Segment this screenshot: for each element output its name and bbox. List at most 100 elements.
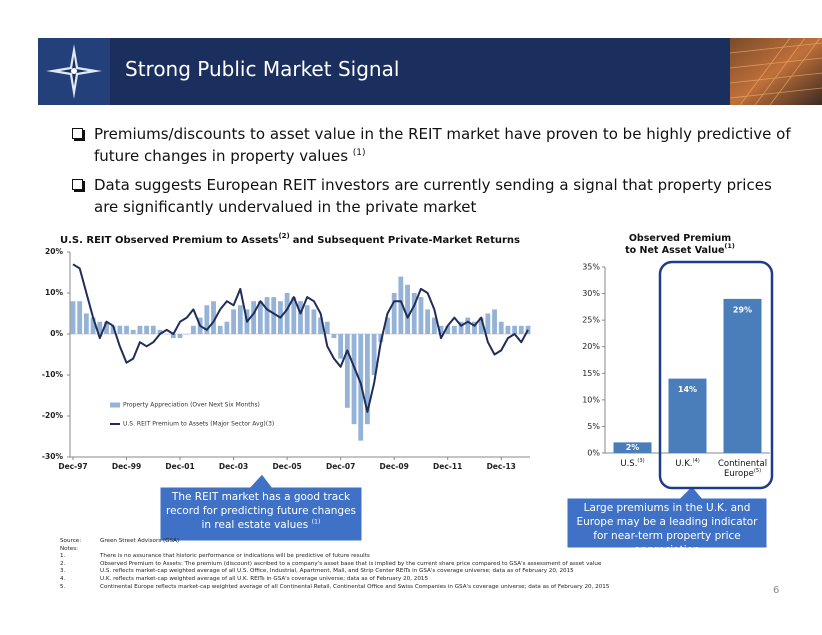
- chart-title: Observed Premium: [629, 233, 731, 244]
- legend-swatch: [110, 402, 120, 408]
- bullet-box: [72, 128, 83, 139]
- source-label: Source:: [60, 538, 82, 544]
- value-label: 2%: [626, 443, 640, 452]
- bar: [451, 325, 457, 334]
- bullet: Premiums/discounts to asset value in the…: [72, 123, 792, 167]
- y-tick-label: 0%: [587, 449, 600, 458]
- callout-text: Large premiums in the U.K. and Europe ma…: [576, 502, 758, 556]
- chart-title: U.S. REIT Observed Premium to Assets(2) a…: [60, 232, 520, 246]
- bar: [304, 305, 310, 334]
- bar: [405, 284, 410, 334]
- bar: [723, 298, 762, 453]
- note-row: 1. There is no assurance that historic pe…: [60, 553, 780, 561]
- bar: [411, 293, 417, 334]
- callout-box: [566, 485, 768, 549]
- note-number: 1.: [60, 553, 66, 560]
- bar: [324, 321, 330, 334]
- bar: [124, 325, 129, 334]
- notes-label: Notes:: [60, 545, 79, 552]
- x-tick-label: Dec-99: [112, 462, 141, 471]
- logo: [38, 38, 110, 105]
- bar: [478, 317, 484, 334]
- bar: [117, 325, 123, 334]
- bar: [318, 317, 323, 334]
- category-note: (5): [753, 468, 762, 475]
- callout-text: The REIT market has a good track record …: [162, 490, 360, 532]
- bar: [130, 329, 136, 334]
- note-text: Observed Premium to Assets: The premium …: [100, 560, 602, 567]
- category-name: U.S.: [620, 459, 638, 469]
- notes-row: Notes:: [60, 546, 780, 554]
- bar: [391, 293, 397, 334]
- bar: [438, 325, 444, 334]
- x-tick-label: Dec-13: [487, 462, 516, 471]
- bar: [425, 309, 431, 334]
- bar: [338, 334, 344, 359]
- y-tick-label: 20%: [45, 247, 63, 256]
- chart-title: to Net Asset Value(1): [625, 242, 735, 256]
- y-tick-label: -10%: [42, 370, 64, 379]
- bullet-box: [72, 179, 83, 190]
- bar: [298, 301, 303, 334]
- bar: [211, 301, 216, 334]
- bar: [331, 334, 337, 339]
- x-tick-label: U.S.(3): [603, 459, 663, 469]
- page-number: 6: [773, 585, 780, 596]
- callout-note: (1): [311, 518, 321, 526]
- bar: [485, 313, 491, 334]
- bar: [472, 321, 477, 334]
- x-tick-label: Dec-05: [272, 462, 301, 471]
- y-tick-label: -20%: [42, 411, 64, 420]
- bar: [418, 297, 424, 334]
- note-number: 2.: [60, 560, 66, 567]
- source-text: Green Street Advisors (GSA): [100, 538, 180, 544]
- note-text: Continental Europe reflects market-cap w…: [100, 583, 610, 590]
- note-text: U.K. reflects market-cap weighted averag…: [100, 575, 429, 582]
- chart-title-end: and Subsequent Private-Market Returns: [293, 235, 520, 246]
- x-tick-label: Dec-07: [326, 462, 355, 471]
- bar: [83, 313, 89, 334]
- value-label: 14%: [678, 385, 697, 394]
- bar: [231, 309, 236, 334]
- x-tick-label: Dec-97: [58, 462, 87, 471]
- bullet-text: Premiums/discounts to asset value in the…: [94, 123, 792, 167]
- bar: [110, 325, 116, 334]
- bar: [458, 321, 464, 334]
- note-number: 4.: [60, 575, 66, 582]
- building: [730, 38, 822, 105]
- bullet: Data suggests European REIT investors ar…: [72, 174, 792, 218]
- bar: [177, 334, 183, 339]
- bar: [344, 334, 350, 408]
- chart-title-main: U.S. REIT Observed Premium to Assets: [60, 235, 278, 246]
- y-tick-label: 20%: [582, 342, 600, 351]
- note-text: There is no assurance that historic perf…: [100, 553, 370, 560]
- bar: [150, 325, 156, 334]
- y-tick-label: 0%: [50, 329, 63, 338]
- x-tick-label: Continental Europe(5): [713, 459, 773, 479]
- bar: [77, 301, 83, 334]
- bar: [257, 301, 263, 334]
- bar: [284, 293, 290, 334]
- logo-center: [71, 68, 77, 74]
- note-number: 3.: [60, 568, 66, 575]
- bar: [291, 297, 297, 334]
- bar: [251, 301, 257, 334]
- y-tick-label: 15%: [582, 369, 600, 378]
- callout-box: [159, 473, 363, 542]
- bar: [371, 334, 377, 375]
- bar: [224, 321, 230, 334]
- bar: [70, 301, 76, 334]
- bar: [170, 334, 176, 339]
- bar: [492, 309, 497, 334]
- bar: [90, 317, 96, 334]
- x-tick-label: Dec-01: [165, 462, 194, 471]
- chart-title-sup: (1): [724, 242, 734, 250]
- bullet-text: Data suggests European REIT investors ar…: [94, 176, 772, 216]
- bar: [385, 317, 390, 334]
- y-tick-label: 30%: [582, 289, 600, 298]
- highlight-box: [658, 260, 774, 490]
- note-number: 5.: [60, 583, 66, 590]
- bar: [204, 305, 210, 334]
- bar: [237, 305, 243, 334]
